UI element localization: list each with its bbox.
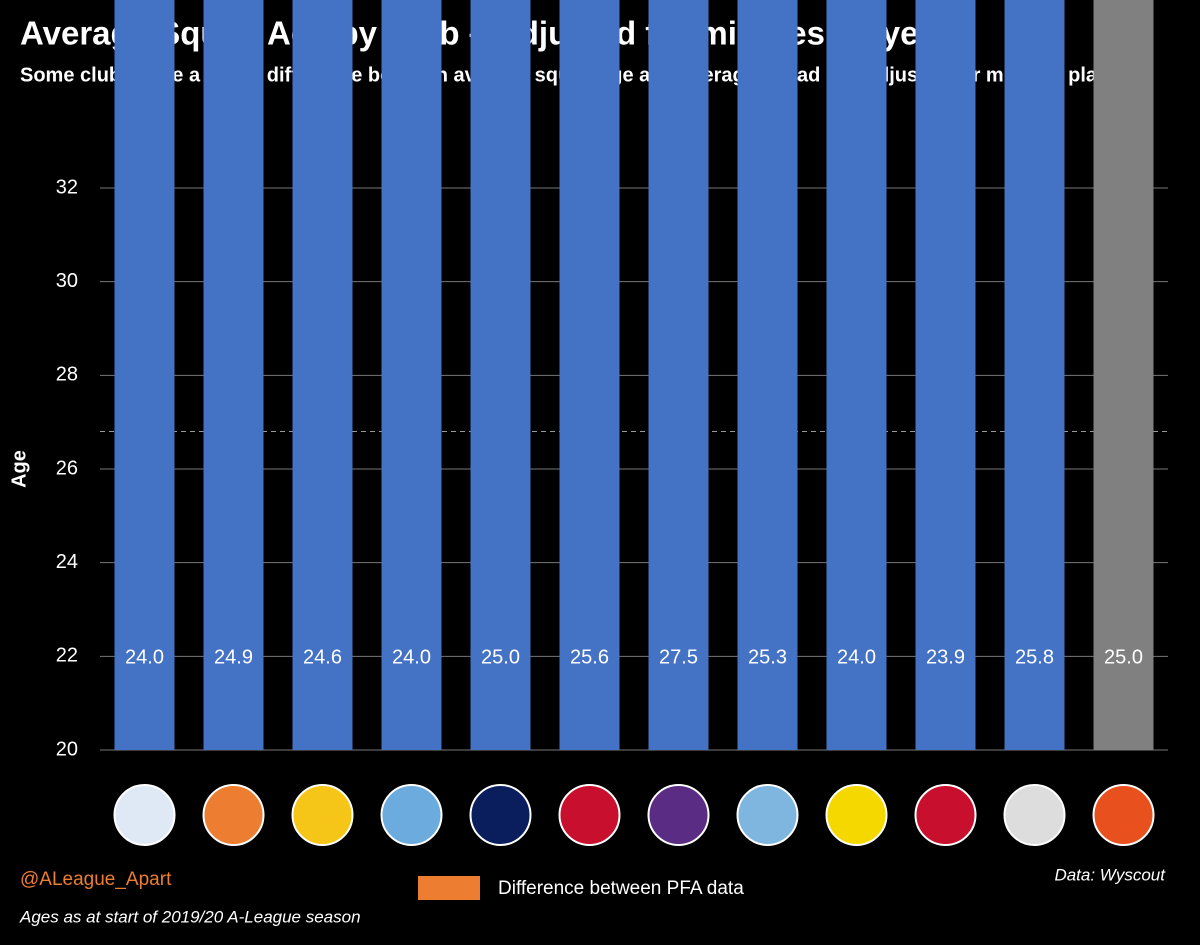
club-logo [914,784,977,846]
value-label: 25.6 [570,646,609,668]
legend-label: Difference between PFA data [498,878,744,899]
club-logo [736,784,799,846]
value-label: 24.9 [214,646,253,668]
bar-segment [203,0,264,751]
club-logo [202,784,265,846]
source: Data: Wyscout [1054,865,1166,884]
value-label: 24.0 [392,646,431,668]
club-logo [1003,784,1066,846]
club-logo [291,784,354,846]
legend-swatch [418,876,480,900]
value-label: 25.8 [1015,646,1054,668]
club-logo [825,784,888,846]
bar-segment [470,0,531,751]
y-tick-label: 26 [56,457,78,479]
value-label: 23.9 [926,646,965,668]
footnote: Ages as at start of 2019/20 A-League sea… [19,907,361,926]
club-logo [113,784,176,846]
bar-segment [114,0,175,750]
club-logo [380,784,443,846]
bar-segment [737,0,798,750]
value-label: 24.0 [837,646,876,668]
bar-segment [381,0,442,750]
y-tick-label: 32 [56,176,78,198]
y-tick-label: 28 [56,364,78,386]
bar-segment [826,0,887,750]
value-label: 27.5 [659,646,698,668]
y-tick-label: 22 [56,645,78,667]
value-label: 24.0 [125,646,164,668]
y-axis-label: Age [8,450,30,488]
y-tick-label: 24 [56,551,78,573]
y-tick-label: 20 [56,738,78,760]
bar-segment [1004,0,1065,751]
bar-segment [1093,0,1154,751]
value-label: 25.0 [481,646,520,668]
handle: @ALeague_Apart [20,869,172,890]
value-label: 25.3 [748,646,787,668]
bar-segment [559,0,620,751]
club-logo [647,784,710,846]
value-label: 24.6 [303,646,342,668]
club-logo [1092,784,1155,846]
club-logo [558,784,621,846]
club-logo [469,784,532,846]
y-tick-label: 30 [56,270,78,292]
bar-segment [648,0,709,750]
value-label: 25.0 [1104,646,1143,668]
bar-segment [292,0,353,750]
bar-segment [915,0,976,750]
